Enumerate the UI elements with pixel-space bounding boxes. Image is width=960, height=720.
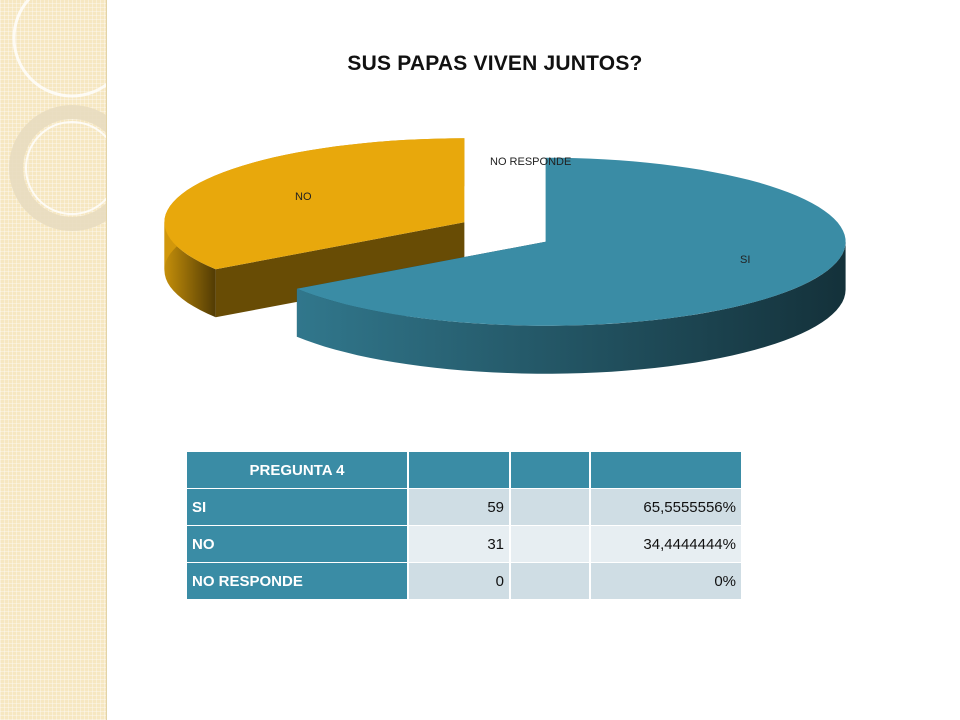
row-count-no: 31 (409, 525, 509, 562)
row-count-si: 59 (409, 488, 509, 525)
row-percent-no: 34,4444444% (591, 525, 741, 562)
table-row: NO RESPONDE 0 0% (187, 562, 741, 599)
row-spacer (511, 525, 589, 562)
row-label-no-responde: NO RESPONDE (187, 562, 407, 599)
decorative-side-panel (0, 0, 107, 720)
header-cell-2 (409, 451, 509, 488)
table-row: SI 59 65,5555556% (187, 488, 741, 525)
row-spacer (511, 562, 589, 599)
decorative-rings (9, 0, 106, 231)
header-cell-question: PREGUNTA 4 (187, 451, 407, 488)
pie-slice-si (296, 157, 846, 374)
row-label-si: SI (187, 488, 407, 525)
pie-chart: SI NO NO RESPONDE (164, 138, 846, 374)
slice-label-no: NO (295, 191, 312, 203)
row-label-no: NO (187, 525, 407, 562)
chart-title: SUS PAPAS VIVEN JUNTOS? (347, 52, 643, 75)
table-header-row: PREGUNTA 4 (187, 451, 741, 488)
table-row: NO 31 34,4444444% (187, 525, 741, 562)
data-table: PREGUNTA 4 SI 59 65,5555556% NO 31 34,44… (185, 451, 743, 599)
header-cell-3 (511, 451, 589, 488)
slice-label-no-responde: NO RESPONDE (490, 156, 571, 168)
row-percent-si: 65,5555556% (591, 488, 741, 525)
pie-slice-no (164, 138, 465, 318)
header-cell-4 (591, 451, 741, 488)
row-percent-no-responde: 0% (591, 562, 741, 599)
row-count-no-responde: 0 (409, 562, 509, 599)
row-spacer (511, 488, 589, 525)
slice-label-si: SI (740, 254, 750, 266)
